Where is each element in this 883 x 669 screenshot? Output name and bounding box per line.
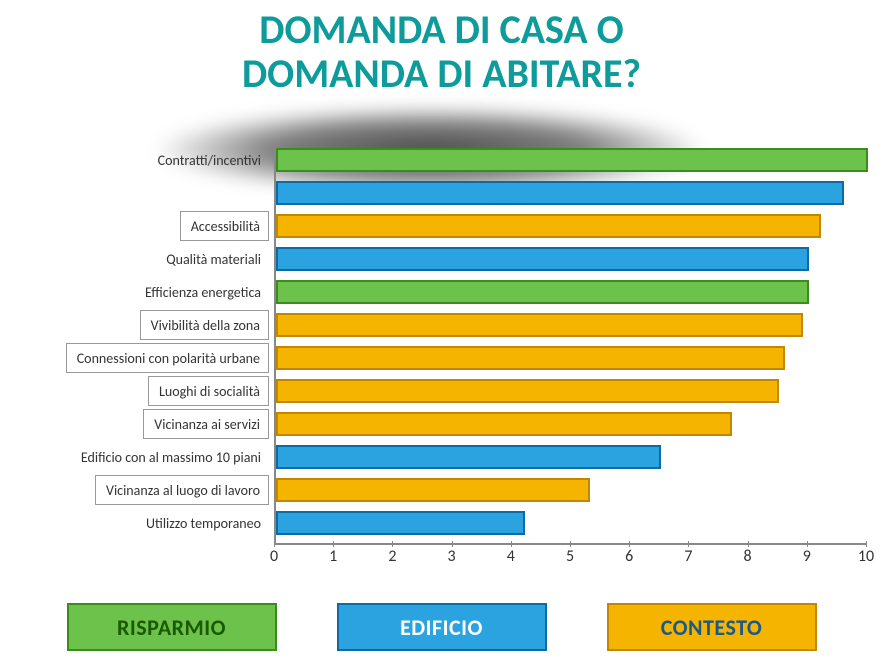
x-tick-label: 6	[625, 547, 633, 566]
legend: RISPARMIO EDIFICIO CONTESTO	[0, 603, 883, 651]
chart-row: Vicinanza al luogo di lavoro	[0, 475, 883, 505]
chart-row: Efficienza energetica	[0, 277, 883, 307]
bar-chart: Contratti/incentivi AccessibilitàQualità …	[0, 145, 883, 575]
bar-contesto	[276, 346, 785, 370]
legend-edificio: EDIFICIO	[337, 603, 547, 651]
chart-row	[0, 178, 883, 208]
chart-row: Qualità materiali	[0, 244, 883, 274]
chart-row: Vicinanza ai servizi	[0, 409, 883, 439]
bar-contesto	[276, 412, 732, 436]
bar-risparmio	[276, 280, 809, 304]
bar-label: Accessibilità	[180, 211, 269, 241]
bar-label: Luoghi di socialità	[148, 376, 269, 406]
bar-label: Efficienza energetica	[145, 277, 269, 307]
chart-row: Utilizzo temporaneo	[0, 508, 883, 538]
bar-edificio	[276, 247, 809, 271]
bar-contesto	[276, 214, 821, 238]
title-line-2: DOMANDA DI ABITARE?	[242, 49, 641, 98]
chart-row: Connessioni con polarità urbane	[0, 343, 883, 373]
bar-edificio	[276, 511, 525, 535]
x-tick-label: 7	[684, 547, 692, 566]
chart-row: Accessibilità	[0, 211, 883, 241]
bar-label: Vicinanza al luogo di lavoro	[95, 475, 269, 505]
chart-row: Vivibilità della zona	[0, 310, 883, 340]
bar-label: Utilizzo temporaneo	[146, 508, 269, 538]
x-tick-label: 8	[744, 547, 752, 566]
bar-risparmio	[276, 148, 868, 172]
x-tick-label: 9	[803, 547, 811, 566]
bar-edificio	[276, 181, 844, 205]
legend-risparmio: RISPARMIO	[67, 603, 277, 651]
x-tick-label: 0	[270, 547, 278, 566]
chart-row: Edificio con al massimo 10 piani	[0, 442, 883, 472]
x-tick-label: 5	[566, 547, 574, 566]
bar-contesto	[276, 313, 803, 337]
bar-label: Edificio con al massimo 10 piani	[81, 442, 269, 472]
x-tick-label: 1	[329, 547, 337, 566]
bar-label: Vivibilità della zona	[140, 310, 269, 340]
bar-contesto	[276, 379, 779, 403]
chart-row: Contratti/incentivi	[0, 145, 883, 175]
bar-label: Connessioni con polarità urbane	[66, 343, 269, 373]
chart-row: Luoghi di socialità	[0, 376, 883, 406]
x-tick-label: 2	[388, 547, 396, 566]
page-title: DOMANDA DI CASA O DOMANDA DI ABITARE?	[0, 0, 883, 96]
x-tick-label: 10	[858, 547, 874, 566]
title-line-1: DOMANDA DI CASA O	[259, 5, 623, 54]
x-tick-label: 3	[448, 547, 456, 566]
x-tick-label: 4	[507, 547, 515, 566]
x-axis-ticks: 012345678910	[274, 547, 866, 571]
bar-label: Vicinanza ai servizi	[143, 409, 269, 439]
bar-label: Contratti/incentivi	[158, 145, 269, 175]
bar-label: Qualità materiali	[166, 244, 269, 274]
legend-contesto: CONTESTO	[607, 603, 817, 651]
bar-contesto	[276, 478, 590, 502]
bar-edificio	[276, 445, 661, 469]
